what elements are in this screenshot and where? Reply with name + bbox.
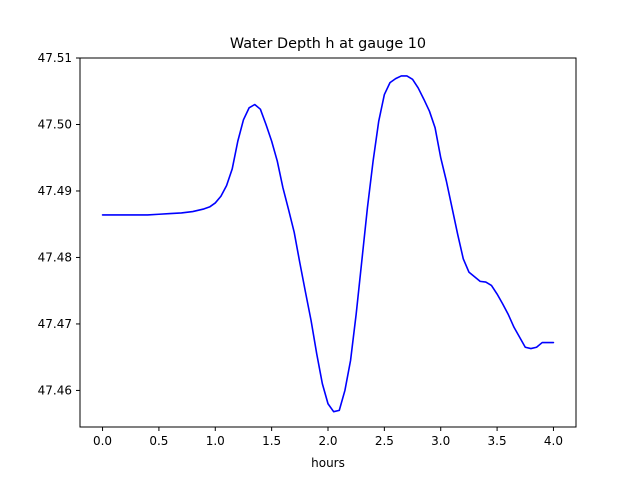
x-tick-label: 4.0	[544, 434, 563, 448]
series-line	[101, 75, 555, 413]
y-tick-label: 47.48	[38, 250, 72, 264]
x-tick-label: 2.5	[375, 434, 394, 448]
x-tick-label: 0.0	[93, 434, 112, 448]
y-axis: 47.46 47.47 47.48 47.49 47.50 47.51	[38, 51, 80, 397]
series-layer	[101, 75, 555, 413]
x-tick-label: 1.5	[262, 434, 281, 448]
x-tick-label: 3.0	[431, 434, 450, 448]
x-tick-label: 3.5	[488, 434, 507, 448]
x-axis: 0.0 0.5 1.0 1.5 2.0 2.5 3.0 3.5 4.0	[93, 427, 563, 448]
x-tick-label: 1.0	[206, 434, 225, 448]
y-tick-label: 47.51	[38, 51, 72, 65]
x-tick-label: 0.5	[149, 434, 168, 448]
y-tick-label: 47.47	[38, 317, 72, 331]
y-tick-label: 47.46	[38, 383, 72, 397]
x-axis-title: hours	[311, 456, 345, 470]
y-tick-label: 47.49	[38, 184, 72, 198]
x-tick-label: 2.0	[318, 434, 337, 448]
chart-title: Water Depth h at gauge 10	[230, 36, 426, 52]
y-tick-label: 47.50	[38, 117, 72, 131]
